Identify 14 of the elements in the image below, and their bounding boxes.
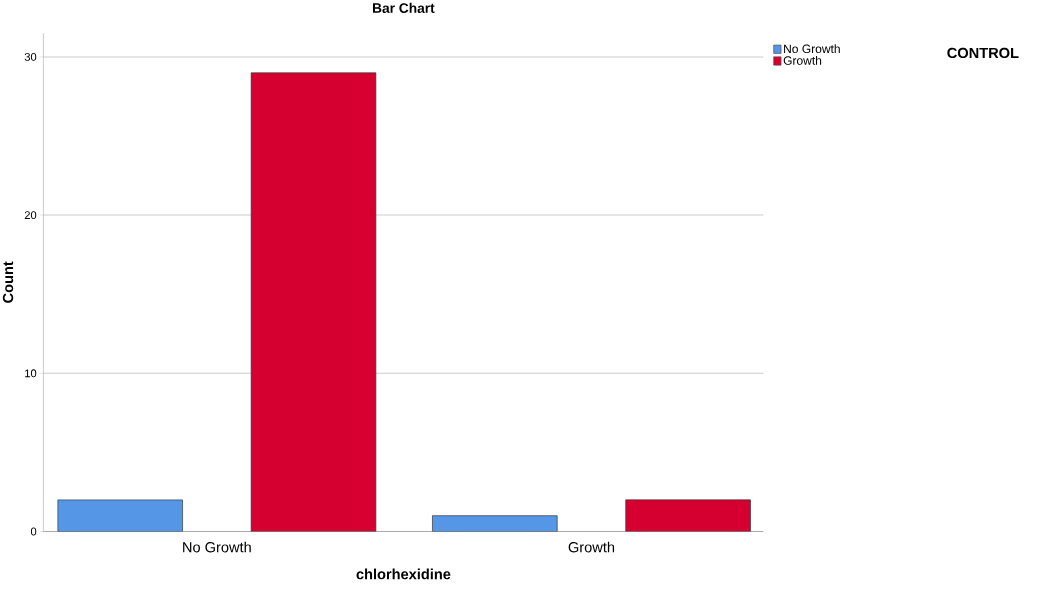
bar: [625, 499, 751, 532]
y-tick-label: 10: [25, 369, 37, 378]
bar: [250, 72, 377, 532]
y-tick-label: 20: [24, 210, 37, 219]
bar: [57, 499, 183, 532]
bar: [432, 515, 558, 532]
y-axis-title: Count: [2, 261, 14, 303]
legend-label: No Growth: [784, 44, 840, 53]
y-tick-label: 30: [24, 52, 37, 61]
legend-label: Growth: [783, 55, 822, 65]
x-axis-title: chlorhexidine: [356, 568, 451, 580]
y-tick-label: 0: [30, 527, 37, 536]
chart-title: Bar Chart: [373, 2, 435, 13]
legend-title: CONTROL: [947, 47, 1019, 58]
